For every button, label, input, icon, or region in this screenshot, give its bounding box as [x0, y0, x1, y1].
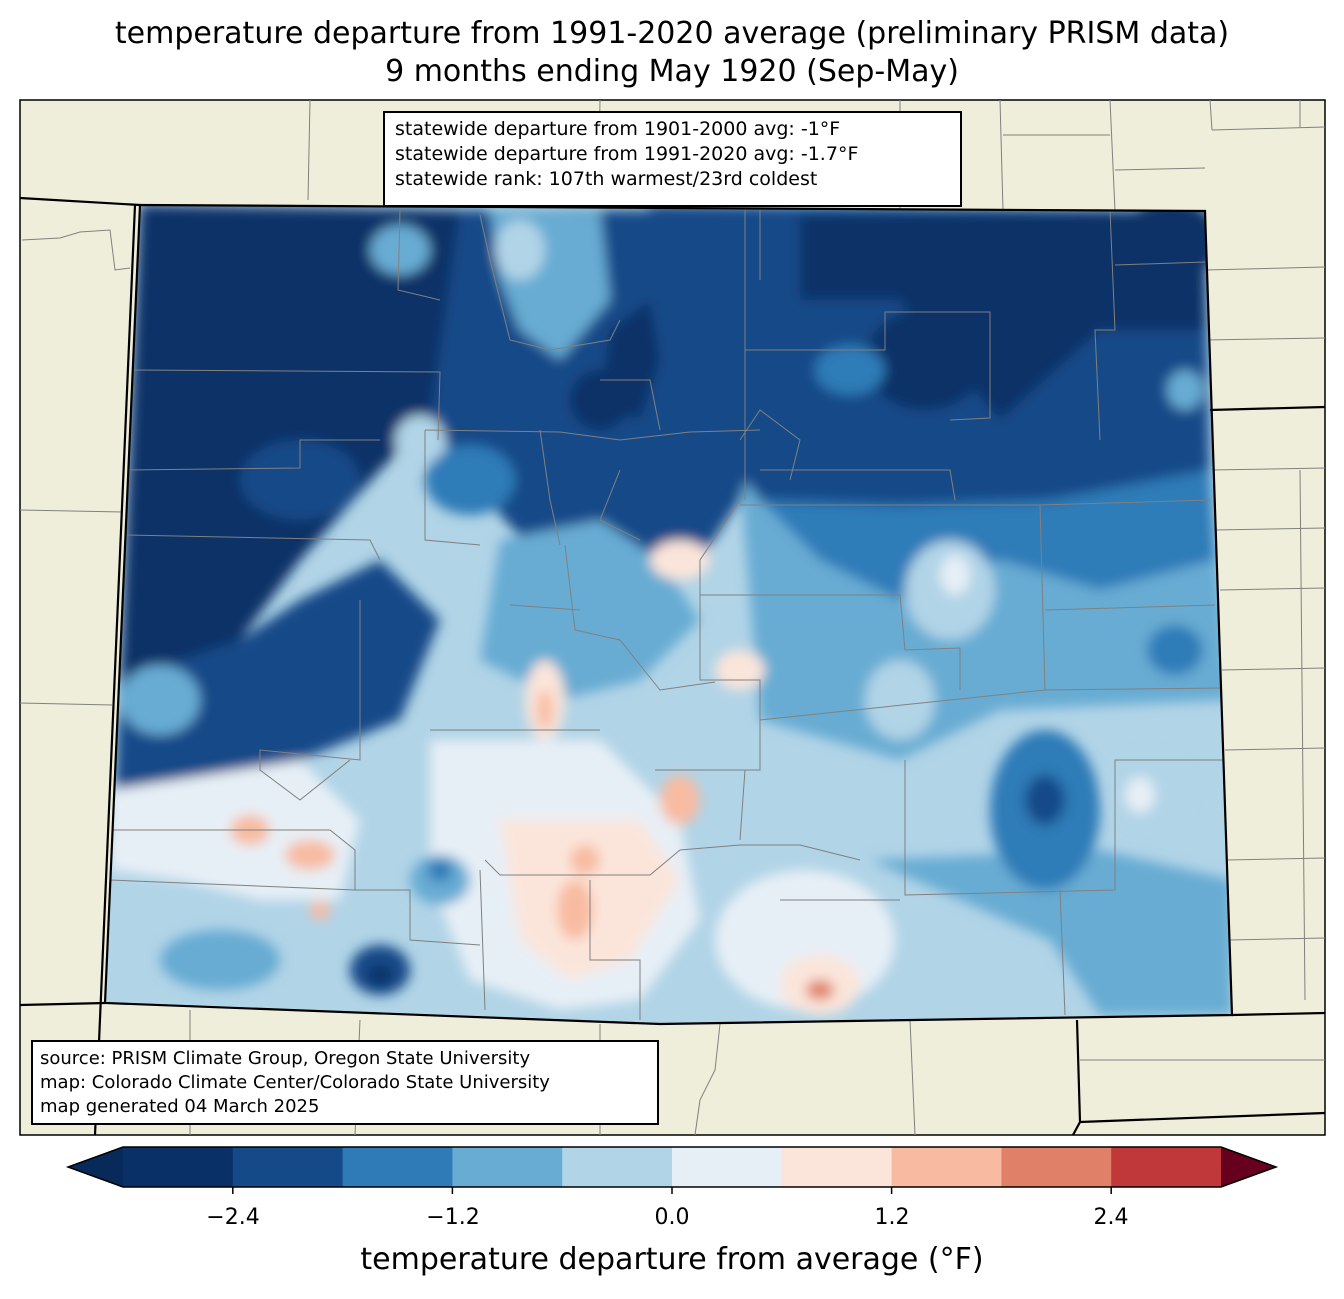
temperature-field	[105, 205, 1232, 1024]
colorado-border	[103, 203, 1234, 1026]
colorbar-tick-label: 2.4	[1093, 1205, 1129, 1230]
colorbar-bin	[342, 1147, 453, 1187]
stats-departure-1991-2020: statewide departure from 1991-2020 avg: …	[395, 143, 859, 165]
source-box: source: PRISM Climate Group, Oregon Stat…	[31, 1040, 659, 1125]
colorbar-outline	[65, 1146, 1279, 1188]
colorbar-tick-label: −1.2	[426, 1205, 480, 1230]
colorbar-bin	[452, 1147, 563, 1187]
colorbar-tick-label: −2.4	[206, 1205, 260, 1230]
colorbar	[65, 1146, 1279, 1194]
colorbar-bin	[672, 1147, 783, 1187]
colorbar-bin	[781, 1147, 893, 1187]
colorbar-tick-label: 1.2	[874, 1205, 910, 1230]
colorbar-label: temperature departure from average (°F)	[360, 1242, 984, 1277]
source-credit: source: PRISM Climate Group, Oregon Stat…	[40, 1048, 531, 1069]
stats-departure-1901-2000: statewide departure from 1901-2000 avg: …	[395, 118, 841, 140]
colorbar-over-arrow	[1221, 1147, 1276, 1187]
colorbar-bin	[232, 1147, 344, 1187]
county-lines	[109, 209, 1225, 1020]
title-line-1: temperature departure from 1991-2020 ave…	[114, 16, 1230, 51]
stats-rank: statewide rank: 107th warmest/23rd colde…	[395, 168, 818, 190]
colorbar-bin	[891, 1147, 1002, 1187]
state-borders	[19, 196, 1326, 1136]
map-credit: map: Colorado Climate Center/Colorado St…	[40, 1072, 550, 1093]
colorbar-bin	[123, 1147, 234, 1187]
colorbar-bin	[562, 1147, 673, 1187]
stats-box: statewide departure from 1901-2000 avg: …	[383, 111, 962, 207]
generated-date: map generated 04 March 2025	[40, 1096, 320, 1117]
colorbar-tick-label: 0.0	[654, 1205, 690, 1230]
colorbar-bin	[1111, 1147, 1222, 1187]
colorbar-under-arrow	[68, 1147, 123, 1187]
colorbar-bin	[1001, 1147, 1112, 1187]
title-line-2: 9 months ending May 1920 (Sep-May)	[385, 54, 959, 89]
